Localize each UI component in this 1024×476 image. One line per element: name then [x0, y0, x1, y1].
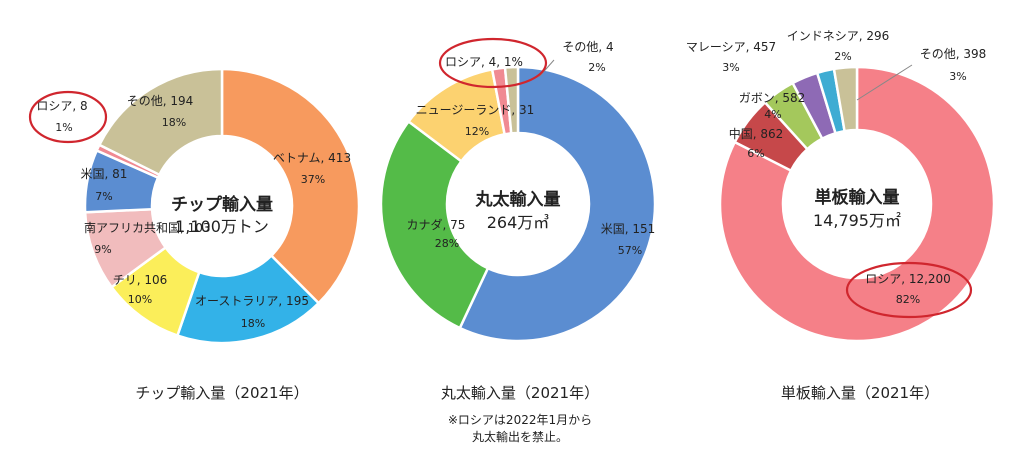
note-line-2: 丸太輸出を禁止。 — [472, 429, 568, 444]
slice-percent-2-5: 2% — [588, 61, 605, 74]
slice-percent-1-5: 7% — [95, 190, 112, 203]
slice-percent-3-6: 3% — [949, 70, 966, 83]
slice-percent-3-2: 6% — [747, 147, 764, 160]
slice-label-1-2: オーストラリア, 195 — [195, 294, 309, 308]
slice-label-3-6: その他, 398 — [920, 47, 987, 61]
slice-percent-1-4: 9% — [94, 243, 111, 256]
slice-label-2-1: 米国, 151 — [601, 222, 656, 236]
slice-percent-1-7: 18% — [162, 116, 186, 129]
slice-percent-1-3: 10% — [128, 293, 152, 306]
slice-label-3-2: 中国, 862 — [729, 126, 784, 141]
slice-label-3-3: ガボン, 582 — [739, 91, 806, 105]
highlight-ellipse — [28, 90, 108, 144]
slice-percent-1-2: 18% — [241, 317, 265, 330]
slice-label-2-4: ロシア, 4, 1% — [445, 55, 523, 69]
slice-percent-2-1: 57% — [618, 244, 642, 257]
slice-label-2-5: その他, 4 — [562, 40, 613, 54]
slice-2-1 — [458, 65, 657, 343]
center-label-1-2: 1,100万トン — [175, 217, 269, 236]
slice-2-5 — [503, 65, 520, 135]
slice-percent-1-6: 1% — [55, 121, 72, 134]
slice-label-1-1: ベトナム, 413 — [273, 151, 351, 165]
slice-percent-3-4: 3% — [722, 61, 739, 74]
center-label-2-1: 丸太輸入量 — [475, 189, 561, 210]
slice-percent-3-3: 4% — [764, 108, 781, 121]
center-label-1-1: チップ輸入量 — [171, 194, 273, 215]
slice-label-2-2: カナダ, 75 — [407, 217, 466, 232]
slice-label-3-4: マレーシア, 457 — [686, 40, 776, 54]
slice-3-6 — [832, 65, 859, 133]
note-line-1: ※ロシアは2022年1月から — [448, 413, 592, 427]
donut-chart-1: ベトナム, 413 37% オーストラリア, 195 18% チリ, 106 10% 南アフ… — [28, 67, 361, 402]
slice-percent-3-1: 82% — [896, 293, 920, 306]
donut-chart-2: 米国, 151 57% カナダ, 75 28% ニュージーランド, 31 12% ロシア, … — [379, 37, 657, 444]
slice-label-1-7: その他, 194 — [127, 94, 194, 108]
center-label-3-2: 14,795万㎡ — [813, 211, 901, 230]
highlight-ellipse — [438, 37, 548, 89]
center-label-3-1: 単板輸入量 — [815, 187, 900, 208]
slice-percent-1-1: 37% — [301, 173, 325, 186]
slice-label-1-6: ロシア, 8 — [36, 99, 87, 113]
chart-title-2: 丸太輸入量（2021年） — [441, 384, 599, 402]
slice-1-7 — [97, 67, 224, 177]
center-label-2-2: 264万㎥ — [487, 213, 550, 232]
slice-label-1-3: チリ, 106 — [113, 273, 168, 287]
slice-1-1 — [220, 67, 361, 305]
chart-title-3: 単板輸入量（2021年） — [781, 384, 939, 402]
slice-label-3-5: インドネシア, 296 — [787, 29, 890, 43]
slice-2-2 — [379, 119, 490, 330]
slice-label-1-5: 米国, 81 — [81, 167, 128, 181]
slice-label-1-4: 南アフリカ共和国, 103 — [84, 220, 211, 235]
slice-percent-2-2: 28% — [435, 237, 459, 250]
slice-label-3-1: ロシア, 12,200 — [865, 272, 951, 286]
slice-3-1 — [718, 65, 996, 343]
slice-label-2-3: ニュージーランド, 31 — [416, 103, 535, 117]
chart-title-1: チップ輸入量（2021年） — [135, 384, 308, 402]
slice-percent-2-3: 12% — [465, 125, 489, 138]
leader-line — [856, 64, 913, 101]
slice-percent-3-5: 2% — [834, 50, 851, 63]
donut-chart-3: ロシア, 12,200 82% 中国, 862 6% ガボン, 582 4% マレーシア, … — [686, 29, 996, 402]
highlight-ellipse — [845, 261, 973, 319]
